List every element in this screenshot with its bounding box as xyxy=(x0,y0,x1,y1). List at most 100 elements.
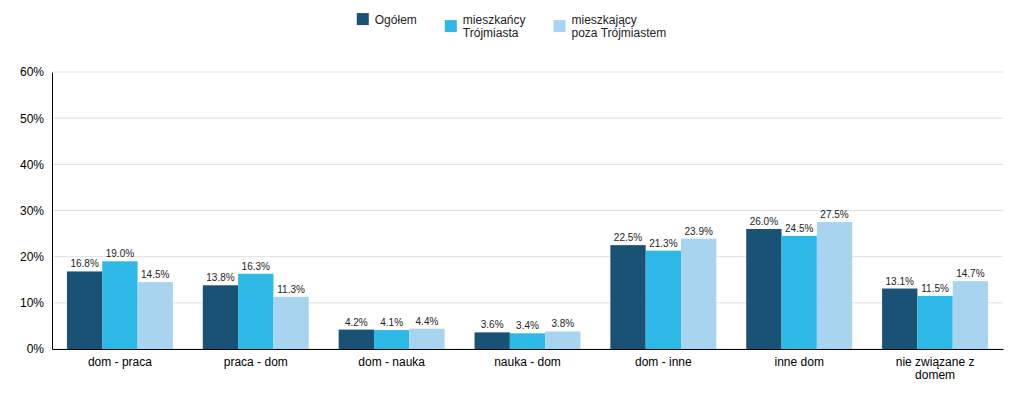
bar xyxy=(67,271,102,349)
data-label: 22.5% xyxy=(614,232,642,243)
data-label: 23.9% xyxy=(685,226,713,237)
chart-svg: 16.8% 13.8% 4.2% 3.6% 22.5% 26.0% 13.1% 19.0% 16… xyxy=(0,0,1023,395)
legend-item: Ogółem xyxy=(357,13,417,27)
y-tick-label: 20% xyxy=(20,250,44,264)
y-tick-label: 30% xyxy=(20,204,44,218)
grid-line xyxy=(52,164,1003,165)
grid-line xyxy=(52,210,1003,211)
data-label: 4.2% xyxy=(345,317,368,328)
data-label: 11.5% xyxy=(921,283,949,294)
bar xyxy=(203,285,238,349)
legend-label: mieszkańcyTrójmiasta xyxy=(463,13,526,41)
legend-label: Ogółem xyxy=(375,13,417,27)
bar xyxy=(238,274,273,349)
text-line: Trójmiasta xyxy=(463,27,519,41)
y-tick: 50% xyxy=(20,112,52,126)
y-tick: 10% xyxy=(20,296,52,310)
text-line: inne dom xyxy=(775,355,824,369)
bar xyxy=(610,245,645,349)
bar-series xyxy=(138,222,988,349)
legend-label: mieszkającypoza Trójmiastem xyxy=(572,13,667,41)
x-tick: nie związane zdomem xyxy=(896,349,975,382)
grid-line xyxy=(52,256,1003,257)
text-line: mieszkający xyxy=(572,13,637,27)
text-line: dom - praca xyxy=(88,355,152,369)
data-label: 13.1% xyxy=(886,276,914,287)
plot-area: 16.8% 13.8% 4.2% 3.6% 22.5% 26.0% 13.1% 19.0% 16… xyxy=(20,65,1004,382)
bar xyxy=(510,333,545,349)
data-label: 16.8% xyxy=(70,258,98,269)
bar xyxy=(646,251,681,349)
legend-item: mieszkającypoza Trójmiastem xyxy=(554,13,667,41)
chart-container: 16.8% 13.8% 4.2% 3.6% 22.5% 26.0% 13.1% 19.0% 16… xyxy=(0,0,1023,395)
y-tick: 60% xyxy=(20,65,52,79)
bar xyxy=(782,236,817,349)
x-tick-label: dom - praca xyxy=(88,355,152,369)
y-tick-label: 60% xyxy=(20,65,44,79)
bar xyxy=(746,229,781,349)
y-tick: 20% xyxy=(20,250,52,264)
y-tick-label: 50% xyxy=(20,112,44,126)
y-tick: 40% xyxy=(20,158,52,172)
data-label: 11.3% xyxy=(277,284,305,295)
legend-swatch xyxy=(554,20,566,32)
bar xyxy=(273,297,308,349)
y-tick-label: 0% xyxy=(27,342,45,356)
legend-item: mieszkańcyTrójmiasta xyxy=(445,13,526,41)
text-line: nie związane z xyxy=(896,355,975,369)
data-labels: 16.8% 13.8% 4.2% 3.6% 22.5% 26.0% 13.1% 19.0% 16… xyxy=(70,209,984,331)
data-label: 16.3% xyxy=(242,261,270,272)
x-tick: nauka - dom xyxy=(494,349,561,369)
y-tick-label: 40% xyxy=(20,158,44,172)
text-line: dom - inne xyxy=(635,355,692,369)
y-tick-label: 10% xyxy=(20,296,44,310)
grid-line xyxy=(52,72,1003,73)
y-tick: 0% xyxy=(27,342,52,356)
x-tick-label: nie związane zdomem xyxy=(896,355,975,383)
x-tick: dom - nauka xyxy=(358,349,425,369)
bar xyxy=(953,281,988,349)
text-line: domem xyxy=(915,368,955,382)
x-tick-label: dom - inne xyxy=(635,355,692,369)
legend: Ogółem mieszkańcyTrójmiasta mieszkającypoz… xyxy=(357,13,666,41)
data-label: 21.3% xyxy=(649,238,677,249)
text-line: poza Trójmiastem xyxy=(572,27,667,41)
bar xyxy=(545,331,580,349)
data-label: 3.8% xyxy=(551,318,574,329)
data-label: 14.5% xyxy=(141,269,169,280)
x-tick: dom - inne xyxy=(635,349,692,369)
x-tick-label: nauka - dom xyxy=(494,355,561,369)
bar xyxy=(102,261,137,349)
text-line: dom - nauka xyxy=(358,355,425,369)
x-tick: inne dom xyxy=(775,349,824,369)
bar xyxy=(409,329,444,349)
x-axis: dom - praca praca - dom dom - nauka nauka -… xyxy=(53,349,1004,382)
data-label: 3.4% xyxy=(516,320,539,331)
x-tick: dom - praca xyxy=(88,349,152,369)
text-line: mieszkańcy xyxy=(463,13,526,27)
data-label: 14.7% xyxy=(956,268,984,279)
data-label: 13.8% xyxy=(206,272,234,283)
bar xyxy=(339,330,374,349)
legend-swatch xyxy=(445,20,457,32)
bar xyxy=(917,296,952,349)
grid-line xyxy=(52,118,1003,119)
text-line: praca - dom xyxy=(224,355,288,369)
axis-line xyxy=(52,73,53,350)
grid-line xyxy=(52,302,1003,303)
axis-line xyxy=(53,349,1004,350)
data-label: 4.4% xyxy=(416,316,439,327)
data-label: 19.0% xyxy=(106,248,134,259)
data-label: 26.0% xyxy=(750,216,778,227)
data-label: 3.6% xyxy=(481,319,504,330)
text-line: Ogółem xyxy=(375,13,417,27)
bar xyxy=(475,332,510,349)
legend-swatch xyxy=(357,13,369,25)
data-label: 4.1% xyxy=(380,317,403,328)
text-line: nauka - dom xyxy=(494,355,561,369)
bar xyxy=(374,330,409,349)
grid xyxy=(52,72,1003,349)
bar xyxy=(681,239,716,349)
x-tick-label: inne dom xyxy=(775,355,824,369)
y-axis: 0% 10% 20% 30% 40% 50% 60% xyxy=(20,65,53,356)
